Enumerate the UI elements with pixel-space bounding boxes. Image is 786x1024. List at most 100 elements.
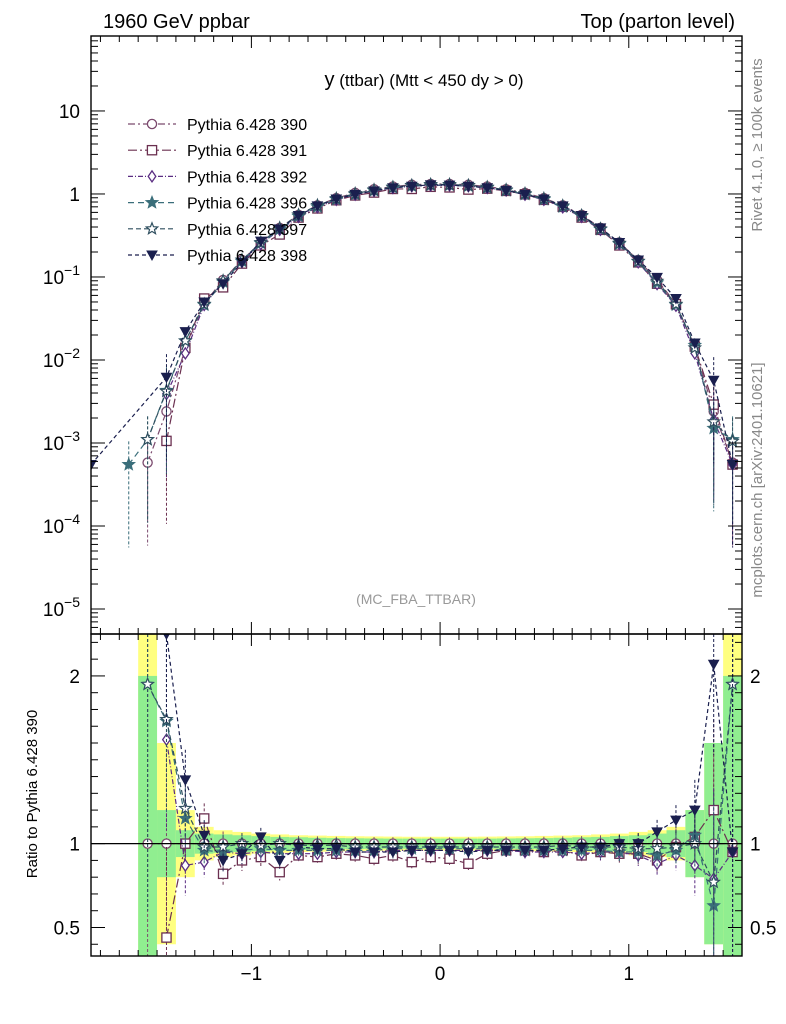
series-398-ratio-point xyxy=(273,855,286,867)
series-398-ratio-point xyxy=(556,844,569,855)
series-398-ratio-point xyxy=(236,849,248,860)
series-398-main-point xyxy=(481,183,494,194)
y-tick-label-main: 10−1 xyxy=(43,262,80,289)
series-398-main-point xyxy=(613,238,626,249)
y-tick-label-base: 1 xyxy=(69,185,80,206)
series-398-ratio-point xyxy=(217,855,229,867)
legend-entry-390-marker xyxy=(146,118,158,130)
plot-title-variable: y xyxy=(325,69,335,91)
series-398-main-point xyxy=(519,189,531,201)
ratio-y-tick-label-right: 1 xyxy=(750,835,761,856)
analysis-watermark: (MC_FBA_TTBAR) xyxy=(356,591,476,607)
series-398-ratio-point xyxy=(500,845,512,857)
legend-entry-392-label: Pythia 6.428 392 xyxy=(187,169,307,186)
series-397-ratio-line xyxy=(147,684,734,885)
series-398-ratio-point xyxy=(462,847,475,859)
series-398-main-point xyxy=(538,194,550,206)
series-398-main-point xyxy=(424,180,437,191)
legend-entry-396-marker xyxy=(144,194,160,209)
series-398-main-point xyxy=(217,279,229,290)
series-398-main-point xyxy=(311,201,324,212)
series-398-ratio-point xyxy=(311,844,324,855)
series-398-main-point xyxy=(670,294,682,305)
series-398-ratio-point xyxy=(405,845,418,857)
x-tick-label: 1 xyxy=(623,964,634,985)
legend: Pythia 6.428 390 Pythia 6.428 391 Pythia 6… xyxy=(128,117,307,265)
series-398-ratio-point xyxy=(179,775,192,786)
series-398-ratio-point xyxy=(254,832,267,843)
series-397-ratio-point xyxy=(140,676,155,691)
y-tick-label-main: 10−4 xyxy=(43,511,80,538)
legend-entry-397-marker xyxy=(144,221,160,235)
series-398-main-point xyxy=(707,375,720,387)
series-398-main-point xyxy=(556,201,569,212)
series-397-ratio-point xyxy=(706,874,721,889)
series-398-main-point xyxy=(368,186,380,197)
x-tick-label: −1 xyxy=(241,964,263,985)
series-391-ratio-point xyxy=(406,856,418,868)
series-398-main-point xyxy=(198,297,211,308)
series-398-ratio-point xyxy=(481,845,494,857)
series-398-ratio-point xyxy=(330,844,343,855)
series-398-main-point xyxy=(254,236,267,248)
y-tick-label-main: 10−3 xyxy=(43,428,80,455)
series-398-main-point xyxy=(500,186,512,197)
series-398-main-point xyxy=(726,460,739,471)
series-398-main-point xyxy=(292,211,305,222)
y-tick-label-base: 10 xyxy=(43,517,64,538)
legend-entry-391-label: Pythia 6.428 391 xyxy=(187,143,307,160)
series-398-main-point xyxy=(349,189,362,201)
series-398-main-point xyxy=(594,223,607,234)
series-398-ratio-point xyxy=(424,845,437,857)
plot-title: y (ttbar) (Mtt < 450 dy > 0) xyxy=(325,69,524,91)
series-398-ratio-point xyxy=(443,845,456,857)
y-tick-label-main: 10−2 xyxy=(43,345,80,372)
series-397-main-line xyxy=(147,183,733,442)
ratio-y-tick-label-left: 0.5 xyxy=(54,918,80,939)
legend-entry-391-marker xyxy=(146,144,158,156)
y-tick-label-main: 1 xyxy=(69,185,80,206)
main-plot-series xyxy=(91,176,740,548)
series-398-ratio-point xyxy=(651,827,663,838)
series-397-ratio-point xyxy=(668,839,684,854)
header-right-label: Top (parton level) xyxy=(580,11,735,33)
ratio-uncertainty-bands xyxy=(138,634,742,956)
x-tick-label: 0 xyxy=(435,964,446,985)
series-398-ratio-point xyxy=(349,847,362,859)
ratio-y-axis-label: Ratio to Pythia 6.428 390 xyxy=(24,710,41,878)
legend-entry-398-label: Pythia 6.428 398 xyxy=(187,248,307,265)
y-tick-label-base: 10 xyxy=(43,268,64,289)
series-398-main-point xyxy=(651,272,663,284)
header-left-label: 1960 GeV ppbar xyxy=(103,11,250,33)
legend-entry-392-marker xyxy=(147,169,157,184)
ratio-plot-series xyxy=(140,634,740,956)
y-tick-label-exponent: −4 xyxy=(64,511,80,527)
series-398-ratio-point xyxy=(387,847,399,859)
series-398-main-point xyxy=(330,194,343,206)
series-392-main-point xyxy=(180,346,190,361)
series-398-ratio-point xyxy=(688,805,701,817)
y-tick-label-base: 10 xyxy=(43,351,64,372)
series-397-ratio-point xyxy=(159,711,174,726)
y-tick-label-exponent: −1 xyxy=(64,262,80,278)
ratio-y-tick-label-left: 2 xyxy=(69,667,80,688)
y-tick-label-base: 10 xyxy=(43,600,64,621)
series-398-ratio-point xyxy=(519,845,531,857)
series-397-main-point xyxy=(178,333,193,348)
legend-entry-396-label: Pythia 6.428 396 xyxy=(187,196,307,213)
series-398-ratio-point xyxy=(538,845,550,857)
series-398-ratio-point xyxy=(726,847,739,859)
series-392-ratio-point xyxy=(180,858,190,873)
series-398-main-point xyxy=(405,181,418,193)
ratio-y-tick-label-right: 0.5 xyxy=(750,918,776,939)
y-tick-label-exponent: −3 xyxy=(64,428,80,444)
plot-title-selection: (ttbar) (Mtt < 450 dy > 0) xyxy=(335,71,524,90)
y-tick-label-exponent: −5 xyxy=(64,594,80,610)
series-398-main-point xyxy=(236,257,248,269)
series-398-main-point xyxy=(273,224,286,235)
series-397-ratio-point xyxy=(178,800,193,815)
ratio-y-tick-label-right: 2 xyxy=(750,667,761,688)
series-398-main-point xyxy=(575,211,588,222)
